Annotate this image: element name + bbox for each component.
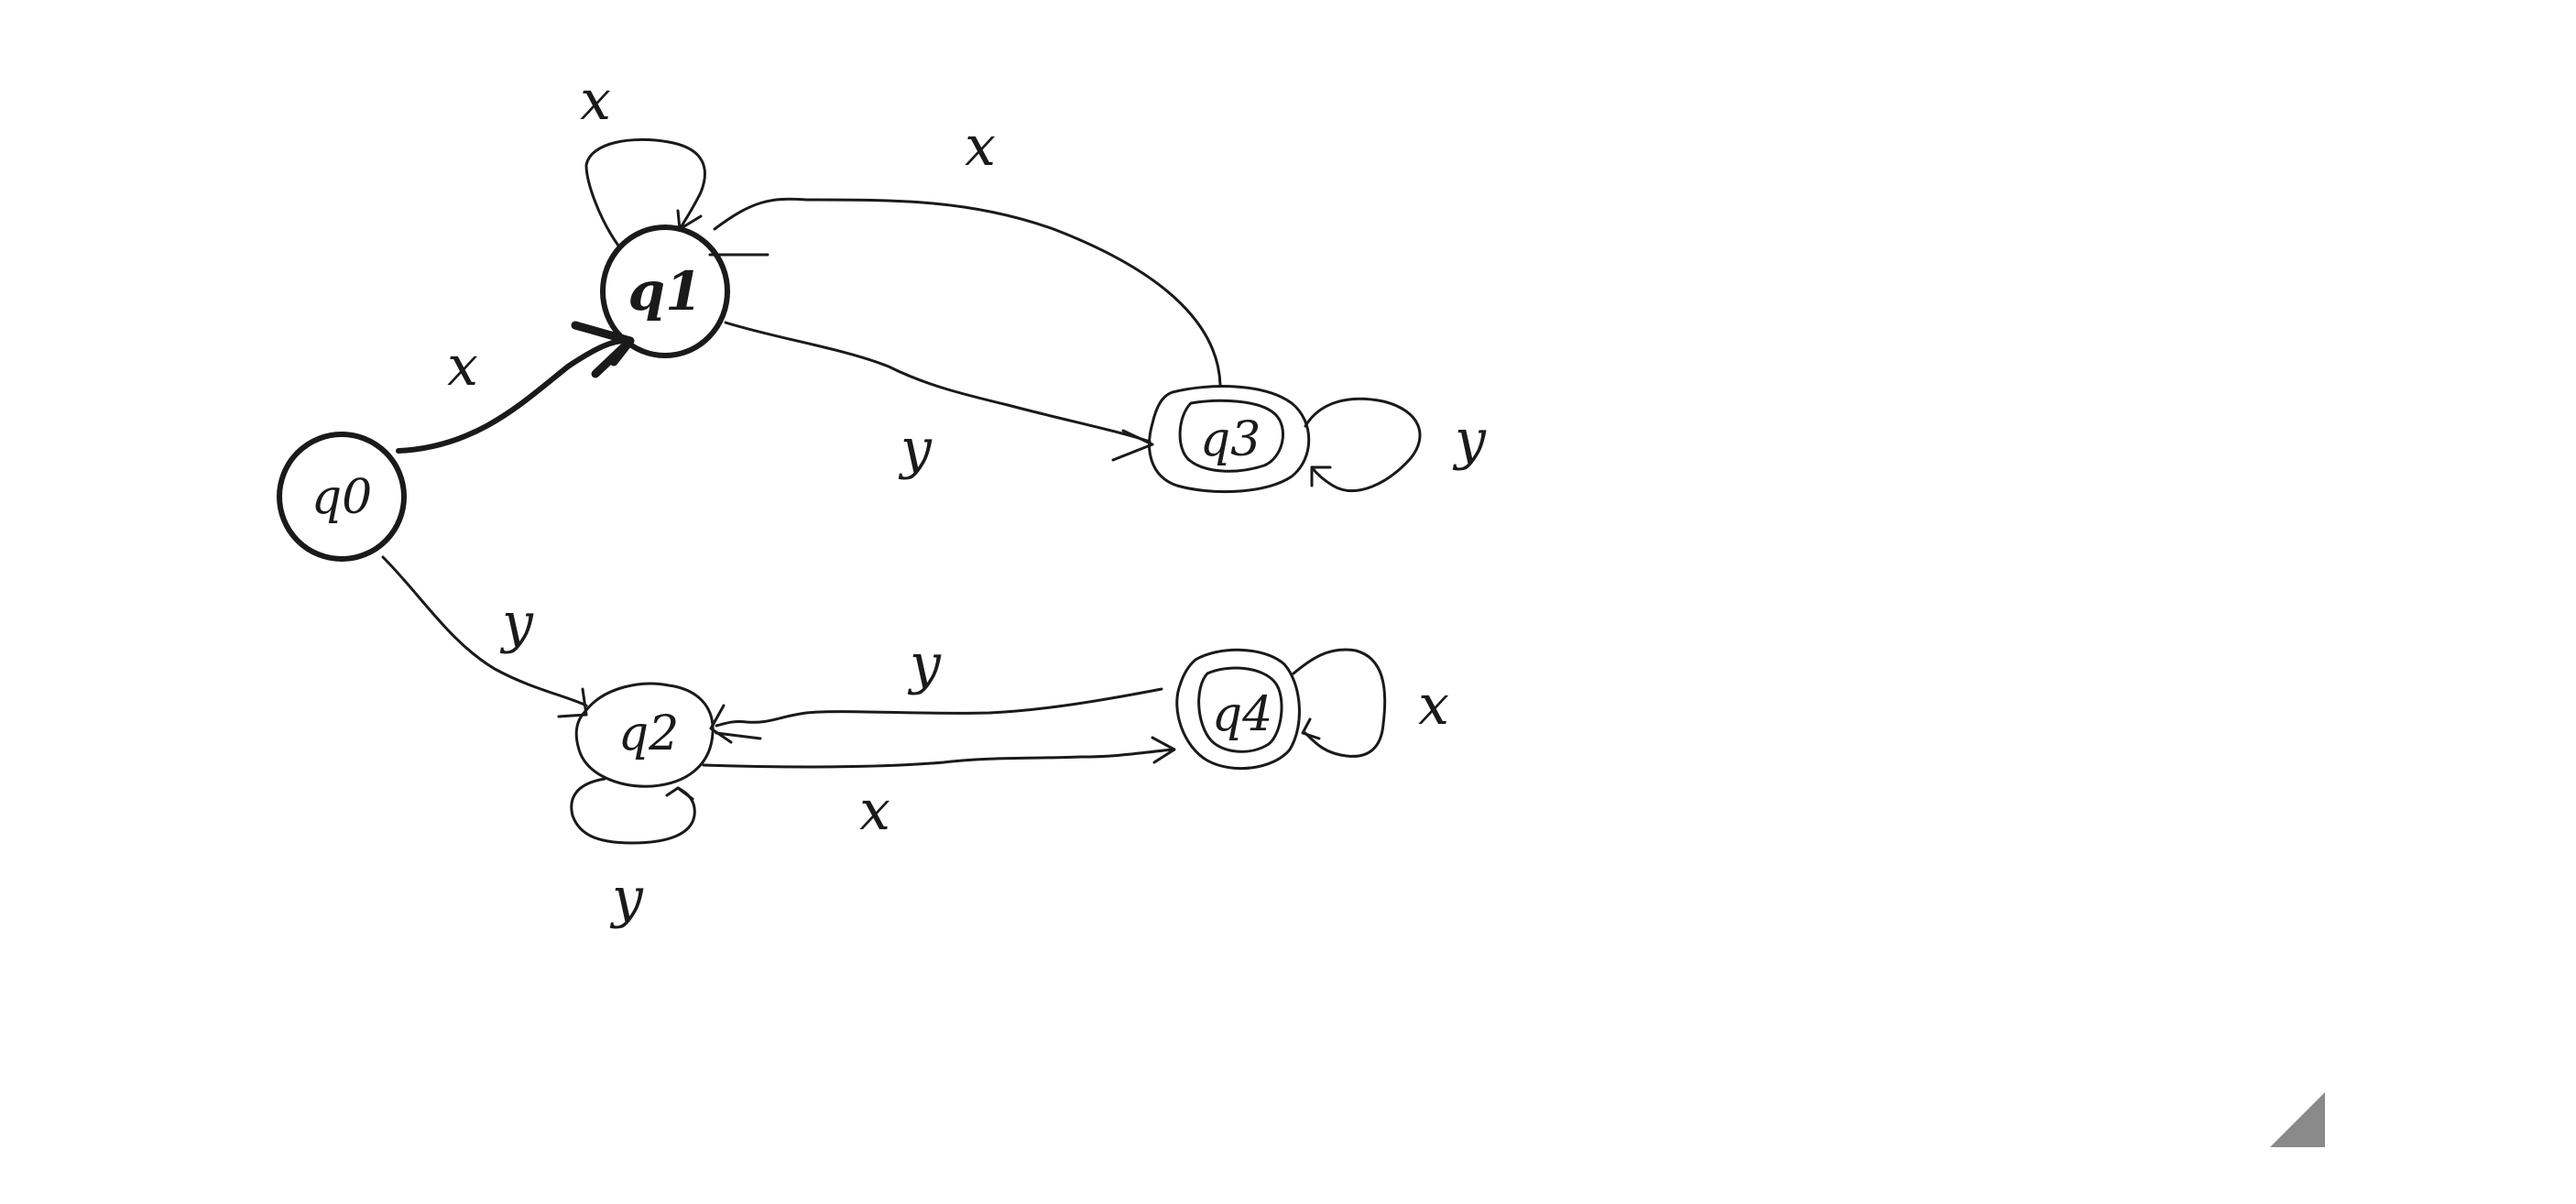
state-q0: q0 <box>277 432 407 562</box>
edge-q1-q3 <box>724 321 1152 443</box>
state-q4-label: q4 <box>1212 687 1272 742</box>
arrowhead-q2-q4 <box>1151 736 1176 764</box>
arrowhead-q3-loop <box>1310 465 1332 487</box>
state-q3: q3 <box>1148 385 1311 494</box>
edge-q3-loop <box>1304 397 1422 493</box>
edge-q2-q4 <box>702 748 1174 769</box>
state-q4: q4 <box>1175 648 1301 771</box>
state-q2-circle <box>574 682 715 788</box>
edge-q3-q1 <box>713 197 1222 387</box>
state-q3-outer-circle <box>1148 385 1311 494</box>
label-q0-q1: x <box>447 334 478 399</box>
label-q3-q1: x <box>965 115 996 179</box>
arrowhead-q4-q2 <box>709 704 762 744</box>
edge-q0-q1 <box>396 337 633 454</box>
transition-q0-q1: x <box>396 321 635 454</box>
label-q2-loop: y <box>609 866 644 930</box>
label-q3-loop: y <box>1452 408 1487 472</box>
transition-q0-q2: y <box>381 555 588 718</box>
transition-q3-q1: x <box>708 115 1222 387</box>
transition-q4-q4: x <box>1292 648 1449 758</box>
label-q1-loop: x <box>580 69 611 133</box>
edge-q2-loop <box>570 777 696 845</box>
label-q4-loop: x <box>1418 673 1449 738</box>
transition-q1-q3: y <box>724 321 1154 481</box>
arrowhead-q4-loop <box>1301 717 1321 740</box>
state-q3-inner-circle <box>1178 399 1284 473</box>
arrowhead-q2-loop <box>665 786 694 801</box>
edge-q1-loop <box>584 137 706 247</box>
arrowhead-q0-q2 <box>557 687 588 718</box>
transition-q4-q2: y <box>709 632 1163 744</box>
transition-q3-q3: y <box>1304 397 1487 493</box>
label-q4-q2: y <box>907 632 942 696</box>
state-q1: q1 <box>600 224 730 358</box>
state-q2-label: q2 <box>618 706 679 761</box>
state-q1-label: q1 <box>628 260 703 323</box>
edge-q0-q2 <box>381 555 588 707</box>
transition-q2-q4: x <box>702 736 1176 843</box>
state-q0-label: q0 <box>311 470 372 525</box>
resize-handle-icon[interactable] <box>2270 1092 2325 1147</box>
arrowhead-q1-loop <box>676 209 703 231</box>
state-q3-label: q3 <box>1200 412 1261 467</box>
label-q0-q2: y <box>499 591 534 655</box>
edge-q4-q2 <box>715 687 1163 728</box>
transition-q2-q2: y <box>570 777 696 930</box>
label-q2-q4: x <box>859 779 890 843</box>
label-q1-q3: y <box>898 417 933 481</box>
state-q4-outer-circle <box>1175 648 1301 771</box>
state-q1-circle <box>600 224 730 358</box>
transition-q1-q1: x <box>580 69 706 247</box>
edge-q4-loop <box>1292 648 1387 758</box>
state-q2: q2 <box>574 682 715 788</box>
state-q4-inner-circle <box>1197 666 1283 753</box>
state-q0-circle <box>277 432 407 562</box>
arrowhead-q1-q3 <box>1111 429 1154 462</box>
arrowhead-q0-q1 <box>571 321 635 378</box>
